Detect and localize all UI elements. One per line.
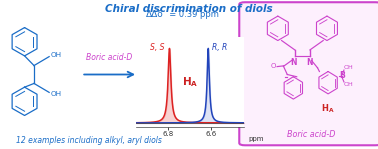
Text: OH: OH — [344, 65, 354, 70]
Text: OH: OH — [344, 82, 354, 87]
Text: $\mathbf{H_A}$: $\mathbf{H_A}$ — [321, 103, 335, 115]
Text: R, R: R, R — [212, 43, 228, 52]
Text: OH: OH — [50, 91, 61, 97]
Text: B: B — [339, 72, 345, 80]
Text: S, S: S, S — [150, 43, 165, 52]
Text: Chiral discrimination of diols: Chiral discrimination of diols — [105, 4, 273, 14]
Text: O: O — [271, 63, 276, 69]
Text: 12 examples including alkyl, aryl diols: 12 examples including alkyl, aryl diols — [16, 136, 162, 145]
FancyBboxPatch shape — [239, 2, 378, 145]
Text: Boric acid-D: Boric acid-D — [287, 130, 335, 139]
Text: ppm: ppm — [248, 136, 263, 142]
Text: N: N — [307, 58, 313, 67]
Text: N: N — [290, 58, 297, 67]
Text: ΔΔδ: ΔΔδ — [146, 10, 163, 19]
Text: OH: OH — [50, 52, 61, 58]
Text: Boric acid-D: Boric acid-D — [87, 53, 133, 62]
Text: $\mathbf{H_A}$: $\mathbf{H_A}$ — [182, 75, 198, 89]
Text: = 0.39 ppm: = 0.39 ppm — [164, 10, 219, 19]
